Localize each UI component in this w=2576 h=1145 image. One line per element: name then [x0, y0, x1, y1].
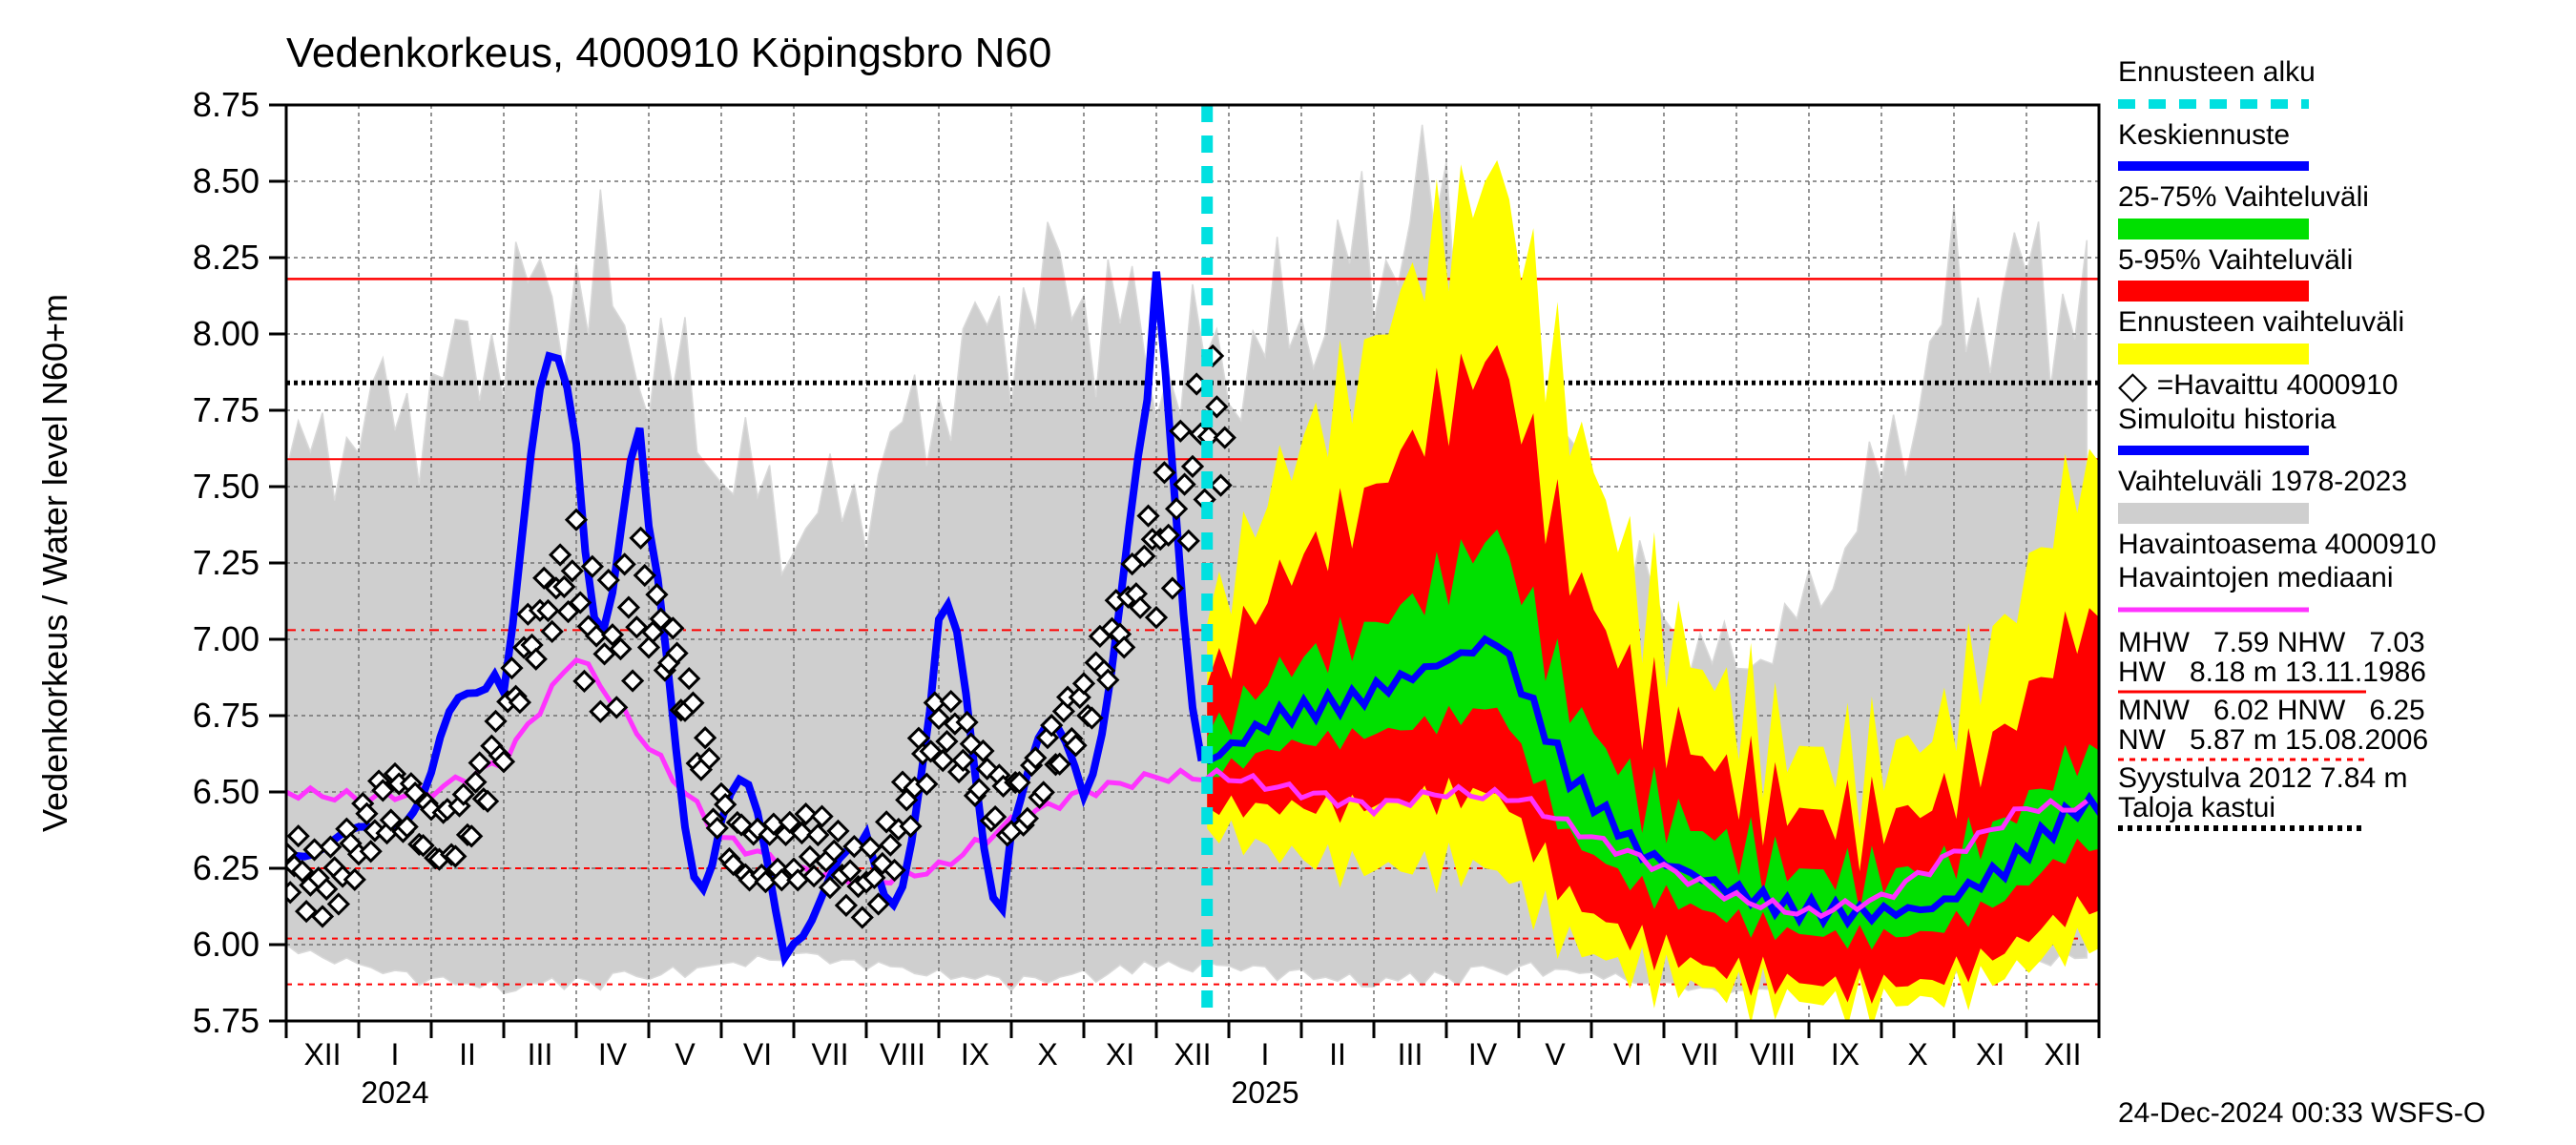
chart-legend: Ennusteen alku Keskiennuste 25-75% Vaihtel…	[2118, 57, 2557, 833]
legend-item: Ennusteen alku	[2118, 57, 2557, 88]
svg-text:I: I	[391, 1037, 400, 1072]
legend-item: ◇ =Havaittu 4000910	[2118, 370, 2557, 401]
svg-text:XI: XI	[1976, 1037, 2005, 1072]
legend-item: Keskiennuste	[2118, 120, 2557, 151]
svg-text:6.50: 6.50	[193, 772, 260, 811]
svg-text:8.25: 8.25	[193, 238, 260, 277]
svg-text:VIII: VIII	[880, 1037, 925, 1072]
legend-label: 25-75% Vaihteluväli	[2118, 182, 2369, 213]
legend-label: Vaihteluväli 1978-2023	[2118, 467, 2407, 497]
legend-label: Ennusteen alku	[2118, 57, 2316, 88]
svg-text:V: V	[675, 1037, 696, 1072]
svg-text:X: X	[1037, 1037, 1057, 1072]
svg-text:VII: VII	[811, 1037, 848, 1072]
svg-text:VII: VII	[1681, 1037, 1718, 1072]
svg-text:2025: 2025	[1231, 1075, 1298, 1110]
legend-label: Simuloitu historia	[2118, 405, 2336, 435]
chart-container: 5.75 6.00 6.25 6.50 6.75 7.00 7.25 7.50 7.75 8.00…	[0, 0, 2576, 1145]
svg-text:7.00: 7.00	[193, 619, 260, 658]
svg-text:XII: XII	[1174, 1037, 1211, 1072]
svg-text:X: X	[1907, 1037, 1927, 1072]
svg-text:VI: VI	[1613, 1037, 1642, 1072]
svg-text:II: II	[459, 1037, 476, 1072]
svg-text:Vedenkorkeus, 4000910 Köpingsb: Vedenkorkeus, 4000910 Köpingsbro N60	[286, 30, 1051, 76]
timestamp: 24-Dec-2024 00:33 WSFS-O	[2118, 1097, 2485, 1130]
svg-text:IV: IV	[1468, 1037, 1498, 1072]
svg-text:6.75: 6.75	[193, 696, 260, 735]
legend-item: Havaintojen mediaani	[2118, 563, 2557, 593]
svg-text:6.00: 6.00	[193, 925, 260, 964]
svg-text:XII: XII	[2044, 1037, 2081, 1072]
svg-text:IV: IV	[598, 1037, 628, 1072]
legend-label: =Havaittu 4000910	[2157, 370, 2399, 401]
svg-text:II: II	[1329, 1037, 1346, 1072]
legend-item: Vaihteluväli 1978-2023	[2118, 467, 2557, 497]
legend-label: Havaintojen mediaani	[2118, 563, 2394, 593]
svg-text:8.75: 8.75	[193, 85, 260, 124]
svg-text:XII: XII	[303, 1037, 341, 1072]
legend-label: Keskiennuste	[2118, 120, 2290, 151]
legend-label: Ennusteen vaihteluväli	[2118, 307, 2404, 338]
svg-text:IX: IX	[961, 1037, 989, 1072]
svg-text:2024: 2024	[361, 1075, 428, 1110]
legend-item: 25-75% Vaihteluväli	[2118, 182, 2557, 213]
svg-text:IX: IX	[1831, 1037, 1859, 1072]
legend-label: 5-95% Vaihteluväli	[2118, 245, 2353, 276]
legend-item: Simuloitu historia	[2118, 405, 2557, 435]
svg-text:III: III	[1398, 1037, 1423, 1072]
svg-text:7.75: 7.75	[193, 390, 260, 429]
svg-text:8.00: 8.00	[193, 314, 260, 353]
svg-text:V: V	[1545, 1037, 1566, 1072]
svg-text:Vedenkorkeus / Water level: Vedenkorkeus / Water level N60+m	[35, 294, 74, 832]
legend-item: Ennusteen vaihteluväli	[2118, 307, 2557, 338]
svg-text:III: III	[528, 1037, 553, 1072]
legend-item: 5-95% Vaihteluväli	[2118, 245, 2557, 276]
svg-text:6.25: 6.25	[193, 848, 260, 887]
svg-text:5.75: 5.75	[193, 1001, 260, 1040]
svg-text:8.50: 8.50	[193, 161, 260, 200]
svg-text:7.25: 7.25	[193, 543, 260, 582]
svg-text:XI: XI	[1106, 1037, 1134, 1072]
svg-text:I: I	[1261, 1037, 1270, 1072]
diamond-icon: ◇	[2118, 370, 2148, 401]
svg-text:VI: VI	[743, 1037, 772, 1072]
svg-text:7.50: 7.50	[193, 467, 260, 506]
svg-text:VIII: VIII	[1750, 1037, 1796, 1072]
legend-sublabel: Havaintoasema 4000910	[2118, 530, 2437, 560]
legend-stats: MHW 7.59 NHW 7.03HW 8.18 m 13.11.1986MNW…	[2118, 628, 2557, 833]
